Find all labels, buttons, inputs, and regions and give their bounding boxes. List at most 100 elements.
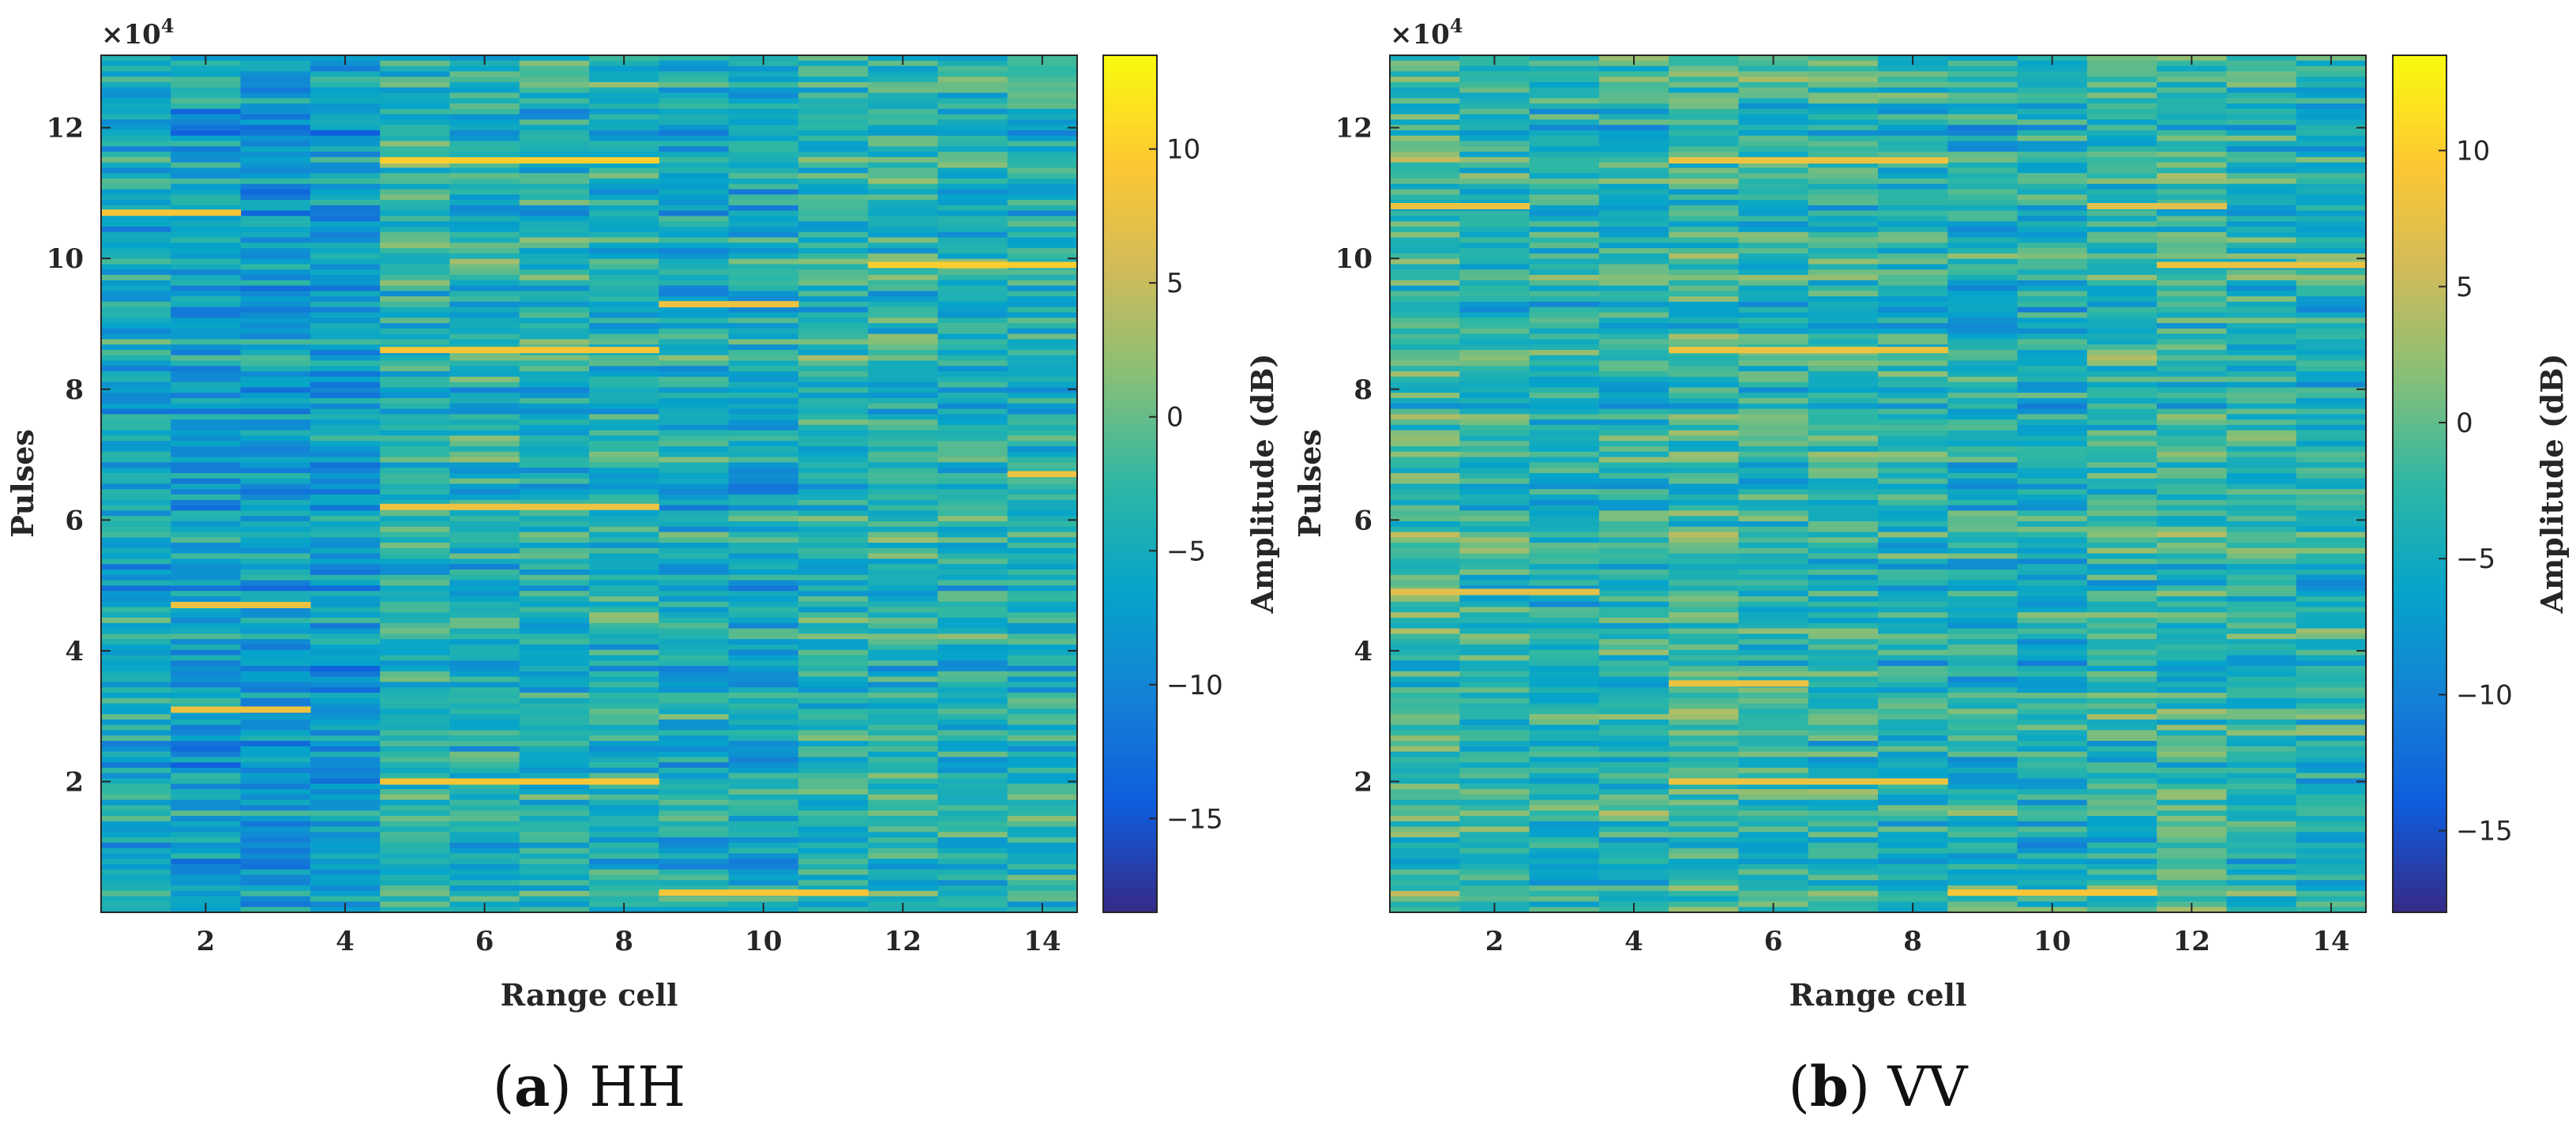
heatmap-cell xyxy=(101,697,171,705)
heatmap-cell xyxy=(380,312,451,318)
heatmap-cell xyxy=(1529,167,1600,174)
heatmap-cell xyxy=(1738,194,1809,201)
heatmap-cell xyxy=(449,709,520,715)
heatmap-cell xyxy=(2296,505,2367,512)
heatmap-cell xyxy=(2086,607,2157,613)
heatmap-cell xyxy=(2157,516,2228,522)
heatmap-cell xyxy=(1878,280,1948,287)
heatmap-cell xyxy=(101,666,171,672)
heatmap-cell xyxy=(310,119,381,126)
heatmap-cell xyxy=(449,724,520,731)
heatmap-cell xyxy=(589,408,659,415)
heatmap-cell xyxy=(1669,671,1740,678)
heatmap-cell xyxy=(1529,248,1600,254)
heatmap-cell xyxy=(798,649,869,656)
heatmap-cell xyxy=(240,264,311,270)
heatmap-streak xyxy=(1738,778,1809,785)
heatmap-cell xyxy=(2157,328,2228,335)
heatmap-cell xyxy=(1390,821,1460,828)
heatmap-cell xyxy=(728,231,799,239)
heatmap-cell xyxy=(659,424,730,431)
heatmap-cell xyxy=(2017,789,2088,795)
heatmap-cell xyxy=(937,489,1008,495)
heatmap-cell xyxy=(1390,146,1460,152)
heatmap-cell xyxy=(310,162,381,169)
heatmap-cell xyxy=(1669,547,1740,554)
heatmap-cell xyxy=(171,869,242,876)
heatmap-cell xyxy=(171,815,242,822)
heatmap-cell xyxy=(2296,553,2367,560)
heatmap-cell xyxy=(2157,794,2228,801)
heatmap-cell xyxy=(1808,328,1879,335)
heatmap-cell xyxy=(2226,596,2297,603)
heatmap-cell xyxy=(519,618,590,624)
heatmap-cell xyxy=(519,269,590,276)
heatmap-cell xyxy=(2296,98,2367,104)
heatmap-cell xyxy=(1947,580,2018,586)
heatmap-cell xyxy=(2296,328,2367,335)
heatmap-cell xyxy=(1808,146,1879,152)
heatmap-cell xyxy=(101,264,171,270)
heatmap-cell xyxy=(728,87,799,94)
heatmap-cell xyxy=(380,414,451,420)
heatmap-cell xyxy=(589,735,659,742)
heatmap-cell xyxy=(171,703,242,709)
heatmap-cell xyxy=(798,103,869,110)
heatmap-cell xyxy=(2296,703,2367,709)
heatmap-cell xyxy=(589,264,659,270)
heatmap-cell xyxy=(1007,719,1078,726)
heatmap-cell xyxy=(1808,890,1879,897)
heatmap-cell xyxy=(659,366,730,372)
heatmap-cell xyxy=(659,264,730,270)
heatmap-cell xyxy=(240,77,311,83)
heatmap-cell xyxy=(728,382,799,389)
heatmap-cell xyxy=(868,333,939,340)
heatmap-cell xyxy=(1598,837,1669,844)
heatmap-cell xyxy=(937,751,1008,757)
heatmap-cell xyxy=(1529,333,1600,340)
heatmap-cell xyxy=(589,419,659,426)
heatmap-cell xyxy=(937,832,1008,838)
heatmap-cell xyxy=(2086,414,2157,420)
heatmap-cell xyxy=(1459,784,1530,790)
heatmap-cell xyxy=(2226,618,2297,624)
heatmap-cell xyxy=(1459,896,1530,903)
heatmap-cell xyxy=(2226,285,2297,291)
heatmap-streak xyxy=(449,503,520,510)
heatmap-cell xyxy=(1808,859,1879,865)
heatmap-cell xyxy=(798,746,869,753)
heatmap-cell xyxy=(1529,478,1600,485)
heatmap-cell xyxy=(171,119,242,126)
heatmap-cell xyxy=(589,516,659,522)
heatmap-cell xyxy=(310,676,381,683)
heatmap-cell xyxy=(380,210,451,217)
heatmap-cell xyxy=(1878,478,1948,485)
heatmap-cell xyxy=(798,714,869,720)
heatmap-cell xyxy=(1878,328,1948,335)
heatmap-cell xyxy=(2226,591,2297,597)
heatmap-cell xyxy=(1007,344,1078,351)
heatmap-cell xyxy=(2157,472,2228,479)
heatmap-cell xyxy=(728,205,799,212)
heatmap-cell xyxy=(1529,570,1600,576)
heatmap-cell xyxy=(519,301,590,308)
heatmap-cell xyxy=(2226,574,2297,581)
heatmap-cell xyxy=(1598,580,1669,586)
heatmap-cell xyxy=(519,741,590,747)
heatmap-cell xyxy=(449,92,520,99)
heatmap-cell xyxy=(1598,516,1669,522)
heatmap-cell xyxy=(1669,639,1740,645)
heatmap-cell xyxy=(728,863,799,870)
heatmap-cell xyxy=(449,692,520,699)
heatmap-cell xyxy=(937,435,1008,442)
heatmap-cell xyxy=(728,323,799,329)
heatmap-cell xyxy=(937,649,1008,656)
heatmap-cell xyxy=(1878,532,1948,538)
heatmap-cell xyxy=(659,200,730,206)
heatmap-cell xyxy=(171,152,242,158)
heatmap-cell xyxy=(101,628,171,634)
heatmap-cell xyxy=(1598,205,1669,212)
heatmap-cell xyxy=(2017,671,2088,678)
heatmap-cell xyxy=(589,216,659,222)
heatmap-cell xyxy=(310,655,381,661)
